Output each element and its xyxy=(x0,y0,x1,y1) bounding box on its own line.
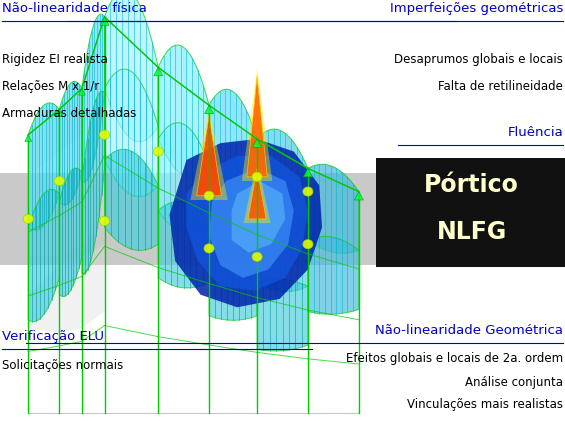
Polygon shape xyxy=(28,135,105,257)
Polygon shape xyxy=(154,67,163,76)
Polygon shape xyxy=(158,45,209,177)
Polygon shape xyxy=(170,139,322,307)
Polygon shape xyxy=(105,69,158,197)
Polygon shape xyxy=(79,88,85,95)
Polygon shape xyxy=(244,160,271,223)
Polygon shape xyxy=(253,139,262,147)
Text: Desaprumos globais e locais: Desaprumos globais e locais xyxy=(394,53,563,66)
Polygon shape xyxy=(232,181,285,253)
Polygon shape xyxy=(308,164,359,253)
Polygon shape xyxy=(82,91,105,274)
Text: Armaduras detalhadas: Armaduras detalhadas xyxy=(2,107,136,120)
Polygon shape xyxy=(158,202,209,288)
Bar xyxy=(376,158,565,267)
Polygon shape xyxy=(257,203,308,292)
Text: Não-linearidade física: Não-linearidade física xyxy=(2,2,146,15)
Polygon shape xyxy=(197,116,221,196)
Polygon shape xyxy=(209,165,257,264)
Ellipse shape xyxy=(99,216,110,226)
Polygon shape xyxy=(205,105,214,114)
Polygon shape xyxy=(190,107,228,200)
Polygon shape xyxy=(248,168,266,219)
Polygon shape xyxy=(209,242,257,320)
Polygon shape xyxy=(82,14,105,182)
Ellipse shape xyxy=(99,130,110,139)
Text: Análise conjunta: Análise conjunta xyxy=(466,376,563,389)
Polygon shape xyxy=(100,17,109,25)
Polygon shape xyxy=(308,237,359,314)
Polygon shape xyxy=(257,129,308,233)
Polygon shape xyxy=(257,279,308,351)
Ellipse shape xyxy=(303,240,313,249)
Polygon shape xyxy=(105,0,158,142)
Text: Relações M x 1/r: Relações M x 1/r xyxy=(2,80,99,93)
Text: Pórtico: Pórtico xyxy=(424,173,519,197)
Polygon shape xyxy=(186,156,308,290)
Polygon shape xyxy=(28,103,59,230)
Polygon shape xyxy=(59,168,82,296)
Polygon shape xyxy=(354,192,363,200)
Bar xyxy=(0,173,396,265)
Text: Fluência: Fluência xyxy=(507,126,563,139)
Polygon shape xyxy=(28,17,105,177)
Polygon shape xyxy=(59,81,82,205)
Polygon shape xyxy=(209,89,257,208)
Polygon shape xyxy=(28,189,59,322)
Polygon shape xyxy=(158,123,209,233)
Text: Vinculações mais realistas: Vinculações mais realistas xyxy=(407,398,563,411)
Ellipse shape xyxy=(303,187,313,196)
Text: Solicitações normais: Solicitações normais xyxy=(2,359,123,372)
Ellipse shape xyxy=(204,244,214,253)
Polygon shape xyxy=(242,67,272,181)
Polygon shape xyxy=(303,168,312,177)
Ellipse shape xyxy=(252,252,262,261)
Polygon shape xyxy=(247,76,267,177)
Polygon shape xyxy=(56,109,63,116)
Polygon shape xyxy=(28,244,105,333)
Polygon shape xyxy=(25,135,32,141)
Ellipse shape xyxy=(153,147,163,156)
Ellipse shape xyxy=(252,172,262,181)
Text: Efeitos globais e locais de 2a. ordem: Efeitos globais e locais de 2a. ordem xyxy=(346,352,563,365)
Text: Verificação ELU: Verificação ELU xyxy=(2,330,104,344)
Text: NLFG: NLFG xyxy=(437,219,507,244)
Ellipse shape xyxy=(54,176,64,186)
Text: Rigidez EI realista: Rigidez EI realista xyxy=(2,53,107,66)
Ellipse shape xyxy=(204,191,214,200)
Text: Falta de retilineidade: Falta de retilineidade xyxy=(438,80,563,93)
Polygon shape xyxy=(209,168,294,278)
Ellipse shape xyxy=(23,214,33,224)
Polygon shape xyxy=(105,149,158,250)
Text: Imperfeições geométricas: Imperfeições geométricas xyxy=(390,2,563,15)
Text: Não-linearidade Geométrica: Não-linearidade Geométrica xyxy=(375,324,563,337)
